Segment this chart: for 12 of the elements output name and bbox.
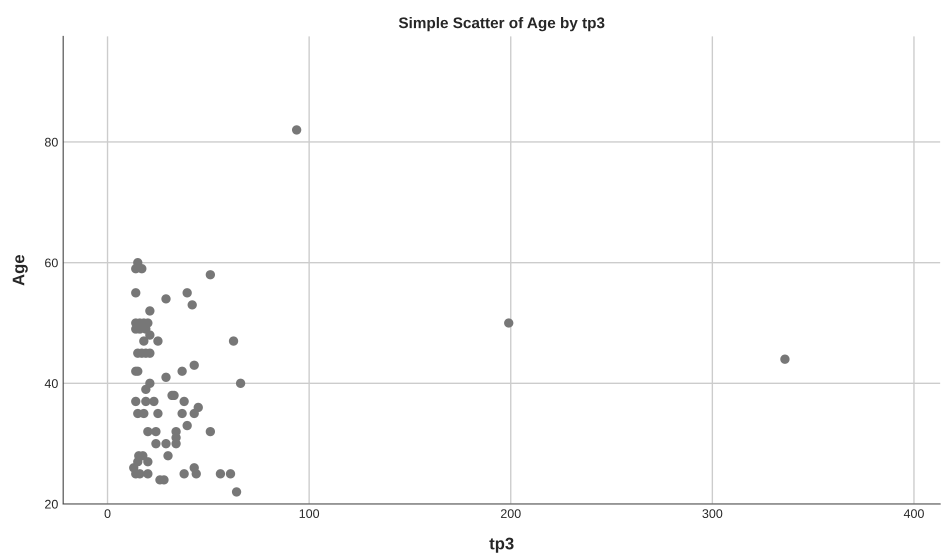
y-axis-title: Age — [12, 255, 28, 286]
y-tick-label: 60 — [45, 258, 58, 268]
x-tick-label: 200 — [500, 509, 521, 518]
x-tick-label: 0 — [104, 509, 111, 518]
chart-title: Simple Scatter of Age by tp3 — [398, 16, 604, 32]
x-tick-label: 100 — [300, 509, 320, 518]
x-tick-label: 400 — [904, 509, 924, 518]
x-tick-label: 300 — [702, 509, 722, 518]
y-tick-label: 40 — [44, 379, 58, 388]
x-axis-title: tp3 — [489, 538, 514, 553]
y-tick-label: 80 — [44, 138, 58, 147]
y-tick-label: 20 — [45, 500, 58, 509]
